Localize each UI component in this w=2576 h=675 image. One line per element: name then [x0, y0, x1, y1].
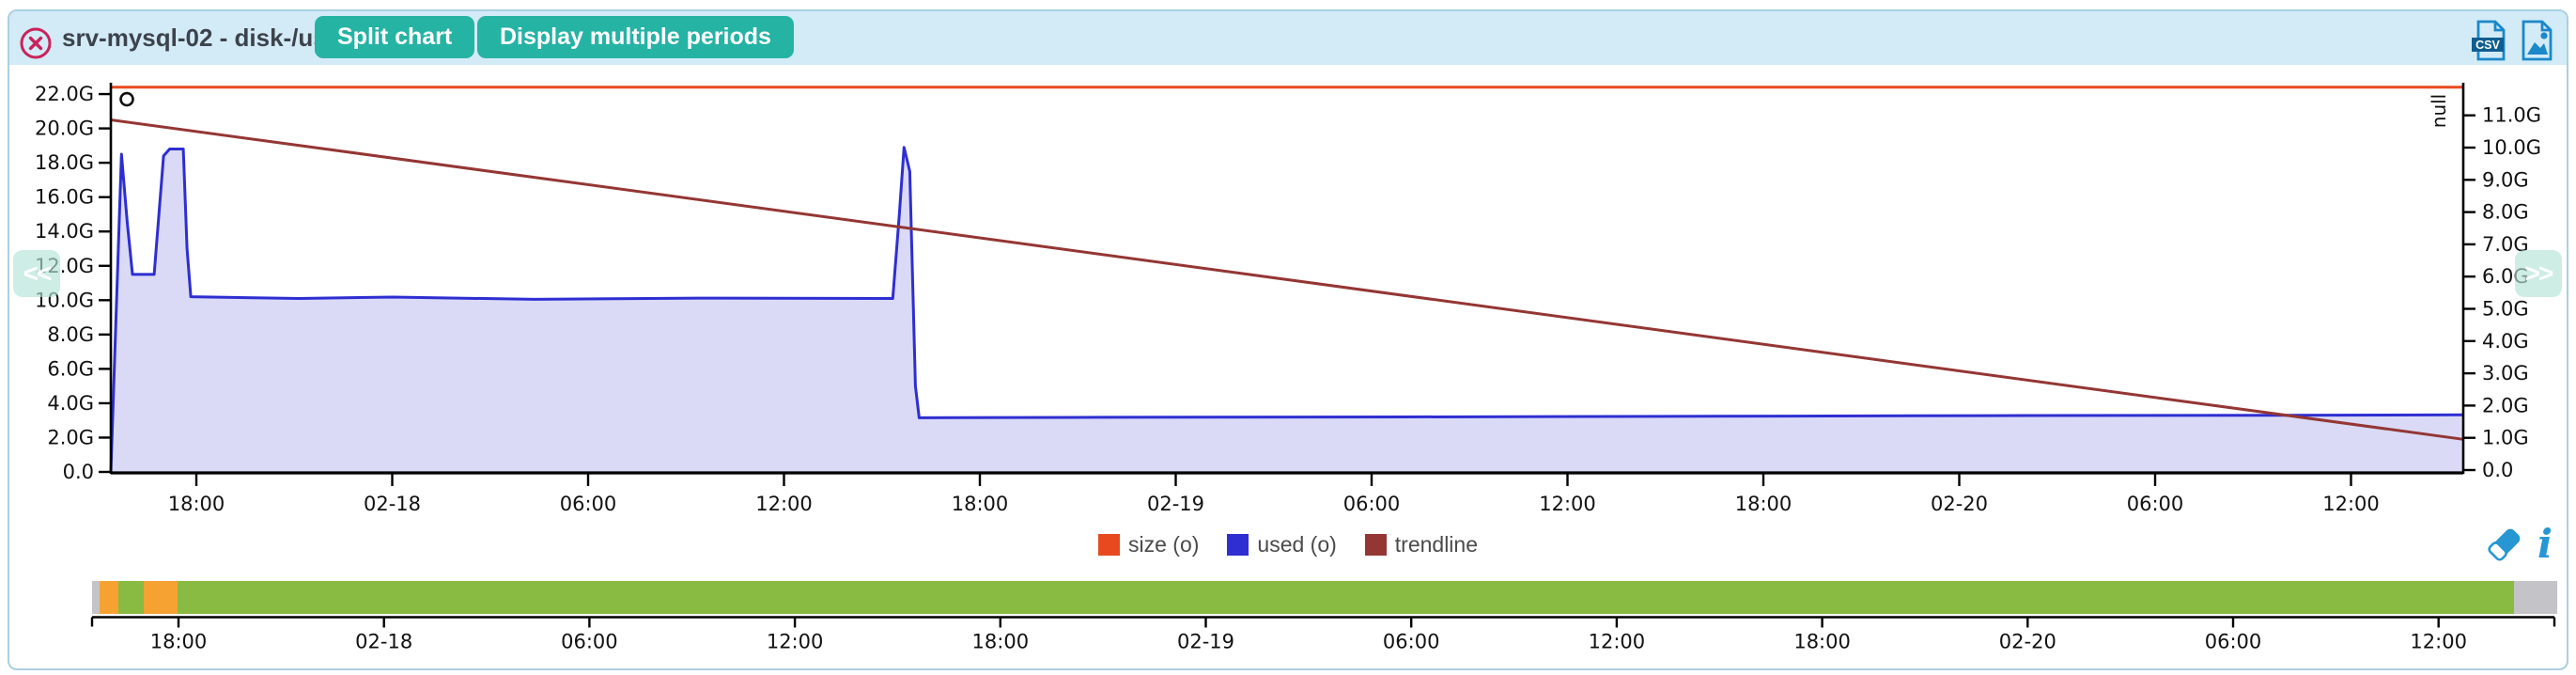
chart-legend: size (o) used (o) trendline [1097, 526, 1479, 562]
legend-swatch [1227, 533, 1249, 556]
csv-file-icon: CSV [2472, 20, 2506, 61]
timeline-segment-green [177, 581, 2515, 614]
timeline-scrubber[interactable] [92, 581, 2557, 614]
legend-label: trendline [1394, 531, 1479, 557]
previous-period-button[interactable]: << [13, 250, 60, 297]
export-image-button[interactable] [2518, 19, 2555, 67]
image-file-icon [2522, 20, 2553, 61]
timeline-segment-gray [92, 581, 100, 614]
timeline-segment-gray [2514, 581, 2557, 614]
info-button[interactable]: i [2537, 521, 2553, 567]
close-button[interactable] [18, 25, 54, 61]
legend-item-usedo[interactable]: used (o) [1227, 531, 1337, 557]
legend-label: size (o) [1127, 531, 1200, 557]
chart-tools: i [2483, 525, 2553, 571]
legend-label: used (o) [1257, 531, 1337, 557]
display-multiple-periods-button[interactable]: Display multiple periods [477, 16, 794, 58]
next-period-button[interactable]: >> [2515, 250, 2562, 297]
svg-text:CSV: CSV [2475, 39, 2500, 52]
legend-item-trendline[interactable]: trendline [1364, 531, 1479, 557]
split-chart-button[interactable]: Split chart [315, 16, 475, 58]
legend-swatch [1364, 533, 1387, 556]
chart-plot-area[interactable] [111, 83, 2463, 474]
timeline-segment-green [117, 581, 144, 614]
export-csv-button[interactable]: CSV [2471, 19, 2508, 67]
page-title: srv-mysql-02 - disk-/usr [62, 24, 336, 52]
eraser-icon [2488, 528, 2521, 561]
legend-swatch [1097, 533, 1120, 556]
close-icon [20, 27, 52, 59]
eraser-button[interactable] [2483, 525, 2524, 571]
timeline-segment-orange [143, 581, 178, 614]
timeline-segment-orange [99, 581, 118, 614]
legend-item-sizeo[interactable]: size (o) [1097, 531, 1200, 557]
